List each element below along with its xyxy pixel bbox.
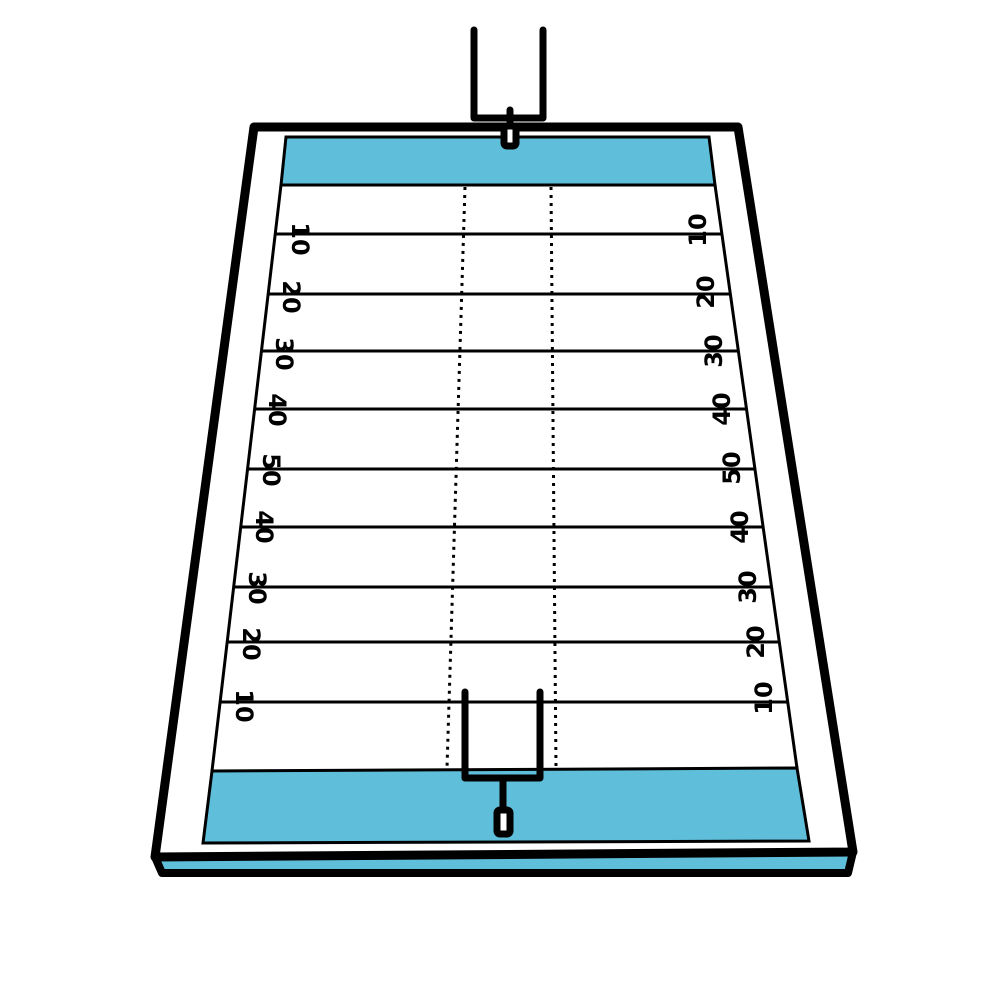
yard-numbers-right: 10 20 30 40 50 40 30 20 10 — [684, 213, 778, 714]
field-sideline-right — [713, 184, 799, 769]
yard-number-left: 10 — [286, 222, 314, 255]
yard-number-left: 30 — [270, 337, 298, 370]
yard-number-right: 10 — [750, 681, 778, 714]
yard-number-right: 40 — [726, 510, 754, 543]
yard-number-left: 10 — [230, 689, 258, 722]
hash-mark-left — [445, 186, 467, 769]
yard-number-right: 40 — [708, 392, 736, 425]
yard-number-left: 30 — [243, 571, 271, 604]
goalpost-top-icon — [470, 26, 547, 150]
hash-mark-right — [549, 186, 558, 769]
yard-lines — [220, 232, 788, 704]
yard-number-right: 20 — [692, 275, 720, 308]
field-border — [150, 122, 858, 862]
yard-number-right: 20 — [742, 625, 770, 658]
yard-numbers-left: 10 20 30 40 50 40 30 20 10 — [230, 222, 314, 722]
field-sideline-left — [210, 184, 283, 772]
yard-number-right: 30 — [700, 334, 728, 367]
endzone-top — [279, 135, 717, 187]
yard-number-left: 40 — [263, 393, 291, 426]
yard-number-left: 40 — [250, 510, 278, 543]
yard-number-left: 50 — [257, 453, 285, 486]
yard-number-left: 20 — [237, 627, 265, 660]
yard-number-right: 10 — [684, 213, 712, 246]
hash-marks — [445, 186, 558, 769]
yard-number-left: 20 — [277, 280, 305, 313]
yard-number-right: 50 — [718, 451, 746, 484]
goalpost-bottom-icon — [461, 688, 544, 838]
yard-number-right: 30 — [734, 570, 762, 603]
